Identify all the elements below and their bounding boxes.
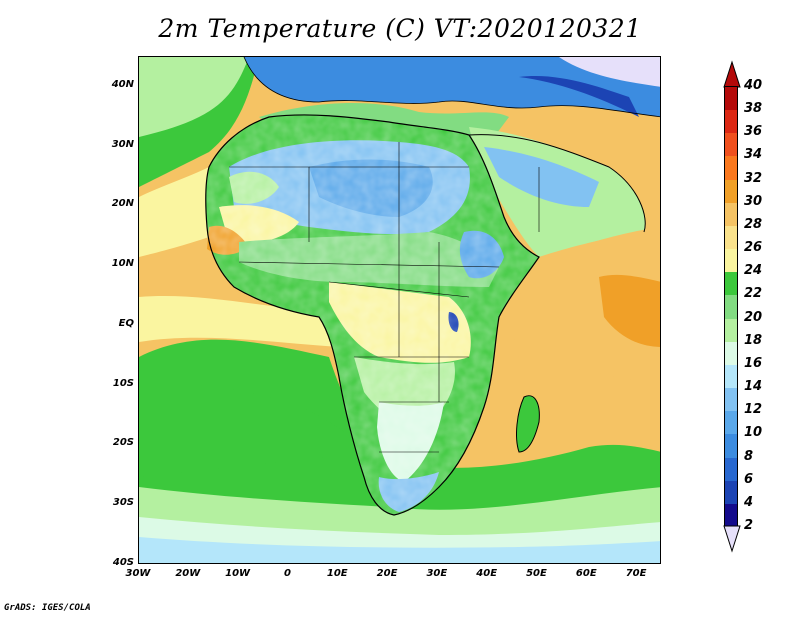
colorbar-label: 32 (744, 170, 763, 186)
colorbar-label: 2 (744, 518, 754, 533)
asia-very-cold-region (559, 57, 660, 87)
colorbar-segment (725, 87, 737, 111)
x-tick-label: 40E (476, 568, 498, 579)
colorbar-segment (725, 295, 737, 319)
colorbar-segment (725, 318, 737, 342)
y-tick-label: 20S (112, 437, 134, 449)
colorbar-label: 38 (744, 101, 763, 117)
y-tick-label: 40N (111, 78, 134, 90)
north-atlantic-cool (139, 57, 249, 137)
colorbar-segment (725, 272, 737, 296)
arabia-coastline (468, 134, 646, 233)
y-tick-label: 40S (112, 557, 134, 568)
colorbar-segment (725, 364, 737, 389)
madagascar-coastline (516, 395, 540, 453)
colorbar-segment (725, 133, 737, 157)
colorbar-label: 10 (744, 425, 763, 441)
colorbar-segment (725, 179, 737, 203)
map-canvas (139, 57, 660, 563)
colorbar-segment (725, 156, 737, 180)
colorbar-segment (725, 411, 737, 435)
colorbar-segment (725, 503, 737, 527)
colorbar-segment (725, 249, 737, 273)
colorbar-segment (725, 341, 737, 365)
colorbar-label: 28 (744, 216, 763, 232)
x-tick-label: 50E (526, 568, 547, 579)
colorbar-segment (725, 225, 737, 250)
indian-ocean-hot (599, 274, 660, 347)
africa-coastline (205, 114, 540, 516)
colorbar-segment (725, 202, 737, 226)
y-tick-label: 10N (111, 258, 134, 270)
x-tick-label: 20E (376, 568, 398, 579)
x-tick-label: 60E (575, 568, 597, 579)
colorbar-label: 26 (744, 240, 763, 256)
colorbar-label: 8 (744, 448, 754, 464)
x-tick-label: 30W (125, 568, 151, 579)
x-tick-label: 10W (225, 568, 251, 579)
europe-coastline (243, 57, 660, 118)
temperature-map (138, 56, 661, 564)
arabia-cool-interior (484, 147, 599, 207)
x-tick-label: 20W (175, 568, 201, 579)
colorbar-label: 22 (744, 286, 763, 302)
colorbar-label: 40 (744, 78, 763, 93)
y-tick-label: 30N (111, 138, 134, 150)
colorbar-label: 34 (744, 147, 763, 163)
x-tick-label: 0 (283, 568, 291, 579)
colorbar-segment (725, 434, 737, 458)
y-tick-label: 20N (111, 198, 134, 210)
colorbar-segment (725, 388, 737, 412)
colorbar-segment (725, 480, 737, 504)
europe-cold-region (244, 57, 660, 117)
x-tick-label: 30E (426, 568, 448, 579)
colorbar-label: 6 (744, 471, 754, 487)
turkey-iran-cold (519, 76, 639, 117)
south-atlantic-band (139, 382, 374, 477)
y-tick-label: 30S (112, 497, 134, 509)
colorbar-segment (725, 110, 737, 134)
x-tick-label: 10E (326, 568, 348, 579)
colorbar-label: 20 (744, 309, 763, 325)
colorbar-bottom-arrow (723, 525, 741, 553)
indian-ocean-warm (514, 227, 660, 387)
colorbar-label: 12 (744, 402, 763, 418)
colorbar-label: 14 (744, 379, 763, 395)
colorbar-label: 24 (744, 263, 763, 279)
colorbar-top-arrow (723, 60, 741, 88)
colorbar-label: 30 (744, 193, 763, 209)
x-tick-label: 70E (625, 568, 647, 579)
tropical-atlantic-band (139, 167, 209, 257)
y-tick-label: 10S (112, 377, 134, 389)
colorbar-label: 18 (744, 332, 763, 348)
country-borders (229, 142, 540, 453)
chart-title: 2m Temperature (C) VT:2020120321 (158, 14, 642, 43)
southern-ocean-coldest-band (139, 537, 660, 563)
colorbar-segment (725, 457, 737, 481)
colorbar-label: 36 (744, 124, 763, 140)
colorbar-label: 16 (744, 355, 763, 371)
colorbar-label: 4 (744, 494, 754, 510)
y-tick-label: EQ (118, 317, 134, 329)
footer-credit: GrADS: IGES/COLA (4, 603, 91, 613)
colorbar (724, 86, 738, 527)
